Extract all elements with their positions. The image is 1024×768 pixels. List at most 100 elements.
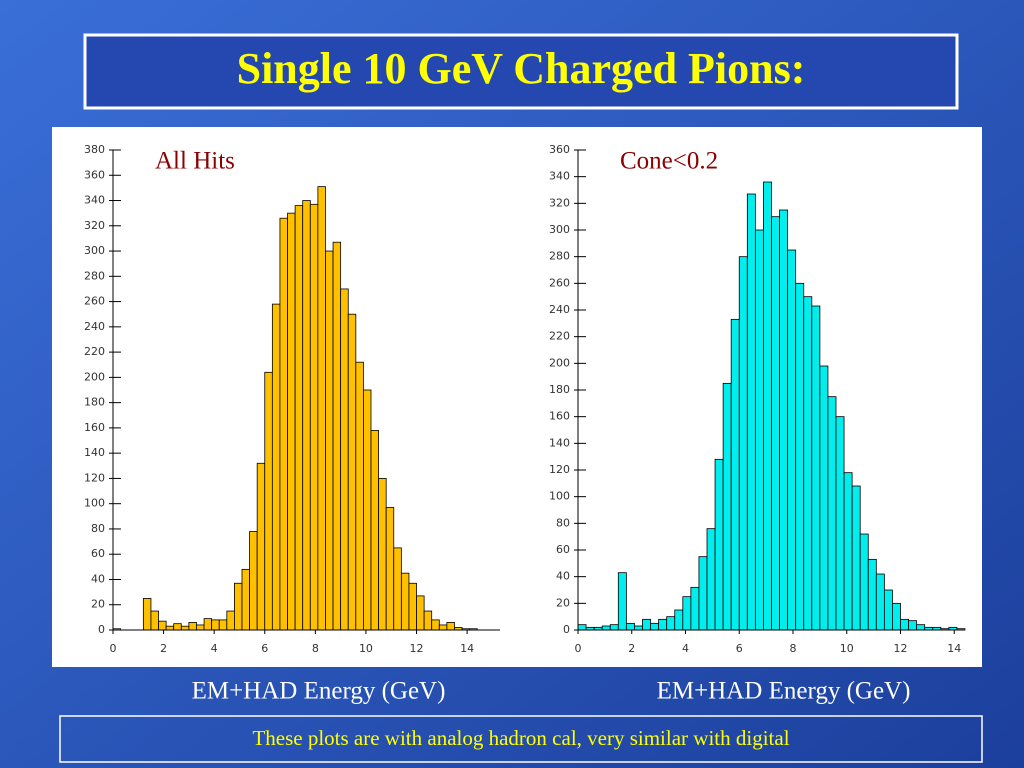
bar <box>347 313 357 631</box>
y-tick-label: 60 <box>556 543 570 556</box>
x-tick-label: 8 <box>312 642 319 655</box>
y-tick-label: 100 <box>84 497 105 510</box>
bar <box>294 205 304 631</box>
bar <box>438 624 448 631</box>
x-tick-label: 12 <box>410 642 424 655</box>
bar <box>325 250 334 631</box>
bar <box>446 622 455 631</box>
bar <box>609 624 619 631</box>
bar <box>674 609 684 631</box>
y-tick-label: 40 <box>556 570 570 583</box>
y-tick-label: 300 <box>549 223 570 236</box>
x-tick-label: 4 <box>682 642 689 655</box>
bar <box>900 618 909 631</box>
y-tick-label: 320 <box>84 219 105 232</box>
x-tick-label: 6 <box>261 642 268 655</box>
y-tick-label: 260 <box>84 295 105 308</box>
y-tick-label: 340 <box>549 170 570 183</box>
y-tick-label: 80 <box>556 516 570 529</box>
x-axis-label: EM+HAD Energy (GeV) <box>192 678 446 705</box>
bar <box>264 371 273 631</box>
bar <box>827 396 837 631</box>
y-tick-label: 120 <box>549 463 570 476</box>
bar <box>309 203 319 631</box>
y-tick-label: 280 <box>84 269 105 282</box>
y-tick-label: 320 <box>549 196 570 209</box>
bar <box>158 620 167 631</box>
bar <box>423 610 433 631</box>
x-tick-label: 2 <box>160 642 167 655</box>
bar <box>302 200 311 631</box>
bar <box>690 586 700 631</box>
bar <box>385 507 395 631</box>
bar <box>698 556 708 631</box>
bar <box>601 625 611 631</box>
bar <box>287 212 296 631</box>
bar <box>203 618 213 631</box>
y-tick-label: 180 <box>84 396 105 409</box>
bar <box>378 478 387 631</box>
y-tick-label: 220 <box>549 330 570 343</box>
x-tick-label: 6 <box>736 642 743 655</box>
bar <box>317 186 326 631</box>
bar <box>892 602 901 631</box>
y-tick-label: 40 <box>91 572 105 585</box>
y-tick-label: 120 <box>84 471 105 484</box>
y-tick-label: 240 <box>549 303 570 316</box>
x-tick-label: 12 <box>894 642 908 655</box>
bar <box>658 618 668 631</box>
bar <box>271 303 281 631</box>
y-tick-label: 160 <box>84 421 105 434</box>
bar <box>666 616 676 631</box>
y-tick-label: 200 <box>84 370 105 383</box>
bar <box>393 547 402 631</box>
y-tick-label: 140 <box>84 446 105 459</box>
chart-title: Cone<0.2 <box>620 148 718 175</box>
bar <box>173 623 182 631</box>
bar <box>617 572 627 631</box>
bar <box>363 389 372 631</box>
bar <box>142 598 152 631</box>
bar <box>730 318 740 631</box>
bar <box>754 229 764 631</box>
bar <box>279 217 288 631</box>
y-tick-label: 140 <box>549 436 570 449</box>
bar <box>650 622 660 631</box>
bar <box>196 624 205 631</box>
y-tick-label: 0 <box>98 623 105 636</box>
y-tick-label: 280 <box>549 250 570 263</box>
chart-title: All Hits <box>155 148 235 175</box>
bar <box>859 533 869 631</box>
bar <box>400 572 410 631</box>
bar <box>625 622 635 631</box>
bar <box>811 305 821 631</box>
x-tick-label: 10 <box>359 642 373 655</box>
y-tick-label: 20 <box>91 598 105 611</box>
bar <box>795 282 805 631</box>
bar <box>211 619 220 631</box>
x-tick-label: 10 <box>840 642 854 655</box>
bar <box>722 382 732 631</box>
bar <box>416 595 425 631</box>
y-tick-label: 0 <box>563 623 570 636</box>
bar <box>188 622 197 631</box>
y-tick-label: 340 <box>84 194 105 207</box>
x-tick-label: 4 <box>211 642 218 655</box>
bar <box>803 296 813 631</box>
x-tick-label: 14 <box>947 642 961 655</box>
bar <box>819 365 829 631</box>
y-tick-label: 80 <box>91 522 105 535</box>
title-box <box>83 33 959 110</box>
bar <box>851 485 861 631</box>
bar <box>908 620 918 631</box>
bar <box>340 288 349 631</box>
bar <box>763 181 772 631</box>
x-axis-label: EM+HAD Energy (GeV) <box>657 678 911 705</box>
bar <box>150 610 159 631</box>
y-tick-label: 300 <box>84 244 105 257</box>
bar <box>682 596 692 631</box>
note-box <box>59 715 983 763</box>
bar <box>370 430 379 631</box>
y-tick-label: 100 <box>549 490 570 503</box>
